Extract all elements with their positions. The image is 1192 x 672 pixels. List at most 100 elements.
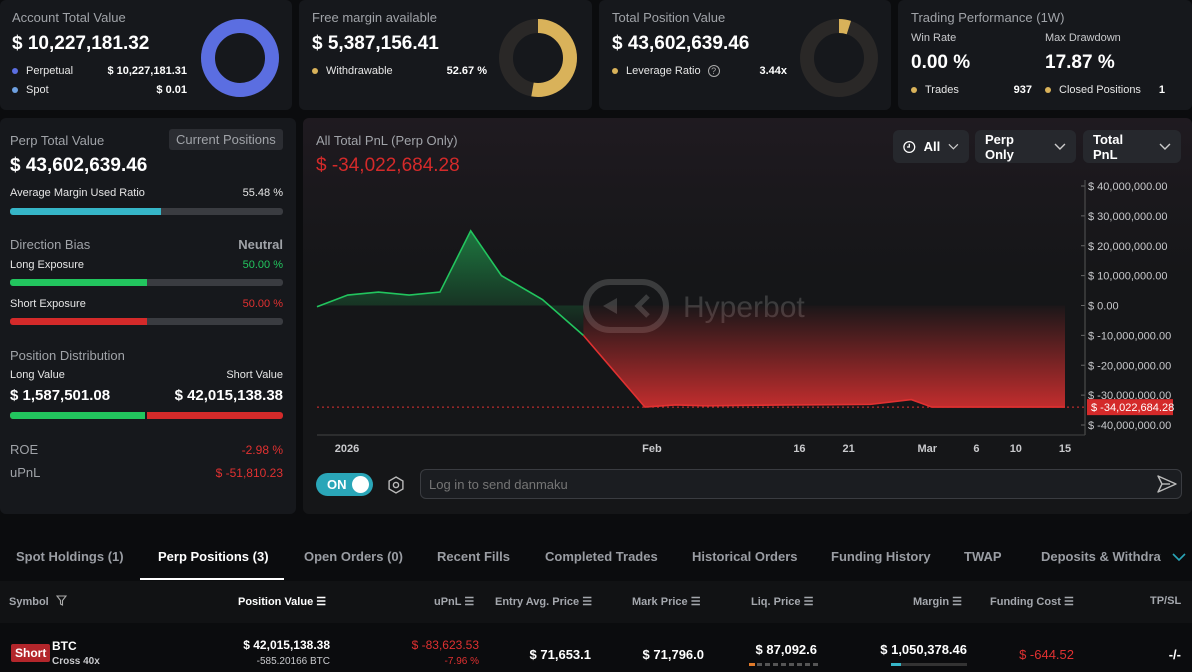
y-tick-label: $ 10,000,000.00	[1088, 271, 1168, 283]
sort-icon: ☰	[316, 596, 327, 608]
danmaku-toggle[interactable]: ON	[316, 473, 373, 496]
margin-ratio-row: Average Margin Used Ratio 55.48 %	[10, 187, 283, 199]
y-tick-label: $ -10,000,000.00	[1088, 330, 1171, 342]
position-distribution-label: Position Distribution	[10, 348, 125, 363]
tab-deposits-withdraw[interactable]: Deposits & Withdraw	[1041, 549, 1161, 564]
col-entry-price[interactable]: Entry Avg. Price ☰	[495, 596, 593, 608]
settings-icon[interactable]	[387, 476, 405, 494]
perpetual-label: Perpetual	[26, 65, 74, 77]
symbol[interactable]: BTC	[52, 639, 77, 653]
direction-bias-value: Neutral	[238, 237, 283, 252]
long-exposure-row: Long Exposure 50.00 %	[10, 259, 283, 271]
x-tick-label: 16	[793, 443, 805, 455]
danmaku-input[interactable]	[429, 475, 1129, 493]
col-mark-price[interactable]: Mark Price ☰	[632, 596, 701, 608]
y-tick-label: $ 40,000,000.00	[1088, 181, 1168, 193]
donut-segment	[201, 19, 279, 97]
withdrawable-value: 52.67 %	[446, 65, 487, 77]
mark-price: $ 71,796.0	[642, 647, 704, 662]
total-position-card: Total Position Value $ 43,602,639.46 Lev…	[599, 0, 891, 110]
withdrawable-row: Withdrawable 52.67 %	[312, 65, 487, 77]
col-upnl[interactable]: uPnL ☰	[434, 596, 475, 608]
short-exposure-row: Short Exposure 50.00 %	[10, 298, 283, 310]
distribution-bar	[10, 412, 283, 419]
account-total-value: $ 10,227,181.32	[12, 33, 150, 54]
short-exposure-bar	[10, 318, 283, 325]
direction-bias-row: Direction Bias Neutral	[10, 237, 283, 252]
sort-icon: ☰	[690, 596, 701, 608]
tab-funding-history[interactable]: Funding History	[831, 549, 931, 564]
perp-scope-dropdown[interactable]: Perp Only	[975, 130, 1076, 163]
pnl-type-dropdown[interactable]: Total PnL	[1083, 130, 1181, 163]
col-position-value[interactable]: Position Value ☰	[238, 596, 327, 608]
tab-completed-trades[interactable]: Completed Trades	[545, 549, 658, 564]
margin-donut	[499, 19, 577, 97]
col-symbol[interactable]: Symbol	[9, 595, 67, 608]
tab-spot-holdings[interactable]: Spot Holdings (1)	[16, 549, 124, 564]
long-exposure-label: Long Exposure	[10, 259, 84, 271]
chart-title: All Total PnL (Perp Only)	[316, 133, 458, 148]
distribution-values-row: $ 1,587,501.08 $ 42,015,138.38	[10, 387, 283, 404]
chevron-down-icon	[1159, 143, 1171, 150]
col-tpsl: TP/SL	[1150, 595, 1182, 607]
tab-historical-orders[interactable]: Historical Orders	[692, 549, 798, 564]
trades-label: Trades	[925, 84, 959, 96]
col-funding-cost[interactable]: Funding Cost ☰	[990, 596, 1074, 608]
total-position-value: $ 43,602,639.46	[612, 33, 750, 54]
closed-positions-value: 1	[1158, 84, 1165, 96]
y-tick-label: $ -40,000,000.00	[1088, 420, 1171, 432]
long-value: $ 1,587,501.08	[10, 387, 111, 404]
active-tab-underline	[140, 578, 284, 580]
chevron-down-icon	[1054, 143, 1066, 150]
max-drawdown-label: Max Drawdown	[1045, 32, 1121, 44]
x-tick-label: 10	[1010, 443, 1022, 455]
tab-twap[interactable]: TWAP	[964, 549, 1002, 564]
roe-label: ROE	[10, 442, 39, 457]
funding-cost: $ -644.52	[1019, 647, 1074, 662]
margin-usage-bar	[891, 663, 967, 666]
chart-pnl-value: $ -34,022,684.28	[316, 155, 460, 176]
direction-bias-label: Direction Bias	[10, 237, 91, 252]
leverage-label: Leverage Ratio	[626, 65, 701, 77]
short-exposure-value: 50.00 %	[242, 298, 283, 310]
x-tick-label: 21	[842, 443, 854, 455]
info-icon[interactable]: ?	[707, 65, 720, 77]
tab-perp-positions[interactable]: Perp Positions (3)	[158, 549, 269, 564]
tab-open-orders[interactable]: Open Orders (0)	[304, 549, 403, 564]
spot-row: Spot $ 0.01	[12, 84, 187, 96]
perp-total-label: Perp Total Value	[10, 133, 105, 148]
spot-value: $ 0.01	[156, 84, 187, 96]
y-tick-label: $ -30,000,000.00	[1088, 390, 1171, 402]
position-value: $ 42,015,138.38	[243, 638, 330, 652]
send-icon[interactable]	[1157, 475, 1177, 493]
toggle-knob	[352, 476, 369, 493]
col-margin[interactable]: Margin ☰	[913, 596, 962, 608]
tpsl-cell[interactable]: -/-	[1168, 647, 1181, 662]
chevron-down-icon	[948, 143, 959, 150]
free-margin-label: Free margin available	[312, 10, 438, 25]
x-tick-label: 2026	[335, 443, 359, 455]
pnl-chart[interactable]: Hyperbot $ 40,000,000.00$ 30,000,000.00$…	[303, 170, 1192, 470]
upnl-label: uPnL	[10, 465, 41, 480]
positive-area	[317, 230, 584, 336]
perpetual-row: Perpetual $ 10,227,181.31	[12, 65, 187, 77]
upnl-row: uPnL $ -51,810.23	[10, 465, 283, 480]
margin-mode: Cross 40x	[52, 656, 100, 667]
chevron-down-icon[interactable]	[1172, 553, 1186, 562]
tab-recent-fills[interactable]: Recent Fills	[437, 549, 510, 564]
x-tick-label: 15	[1059, 443, 1071, 455]
danmaku-input-box	[420, 469, 1182, 499]
table-row[interactable]: Short BTC Cross 40x $ 42,015,138.38 -585…	[0, 623, 1192, 672]
time-range-dropdown[interactable]: All	[893, 130, 969, 163]
win-rate-value: 0.00 %	[911, 52, 971, 73]
leverage-row: Leverage Ratio ? 3.44x	[612, 65, 787, 77]
margin-ratio-bar	[10, 208, 283, 215]
col-liq-price[interactable]: Liq. Price ☰	[751, 596, 814, 608]
liq-distance-bar	[749, 663, 818, 666]
long-exposure-bar	[10, 279, 283, 286]
upnl-cell: $ -83,623.53	[411, 638, 479, 652]
current-positions-button[interactable]: Current Positions	[169, 129, 283, 150]
y-tick-label: $ 0.00	[1088, 301, 1119, 313]
filter-icon[interactable]	[55, 595, 67, 606]
positions-table-header: Symbol Position Value ☰ uPnL ☰ Entry Avg…	[0, 581, 1192, 623]
